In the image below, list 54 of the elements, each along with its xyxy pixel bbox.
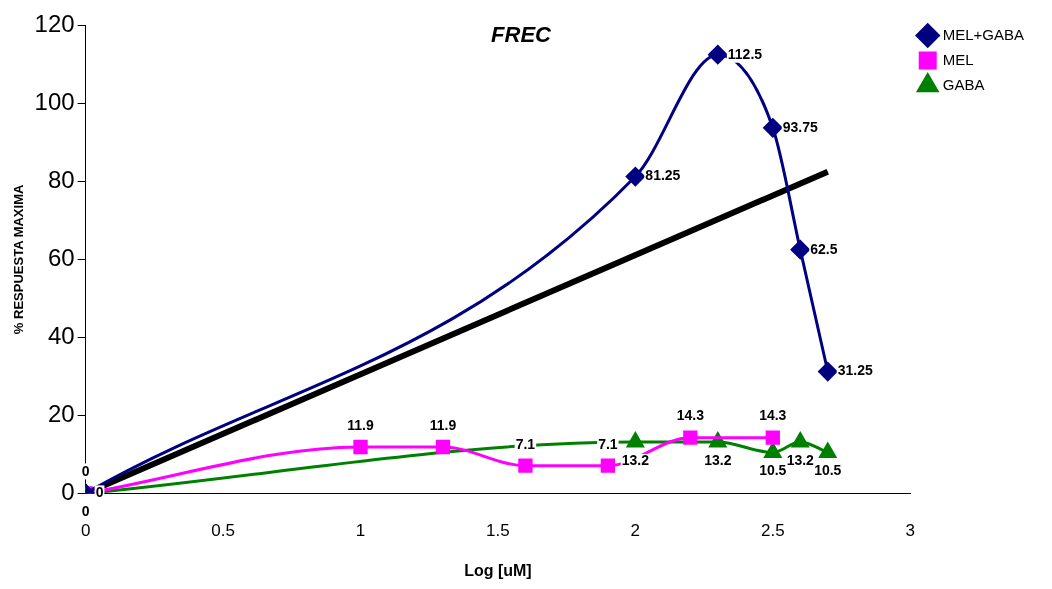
data-label: 10.5 [759,462,787,479]
data-label: 0 [95,484,104,501]
point [708,45,728,65]
point [818,362,838,382]
point [763,118,783,138]
x-tick-label: 2 [630,521,641,541]
data-label: 93.75 [782,118,819,135]
chart-title: FREC [491,22,553,48]
data-label: 0 [81,503,90,520]
data-label: 13.2 [704,451,732,468]
y-tick-label: 80 [47,166,75,194]
point [626,432,644,448]
legend-label: GABA [942,75,985,93]
data-label: 81.25 [645,167,681,184]
point [764,442,782,458]
data-label: 13.2 [621,451,650,468]
point [353,439,368,455]
point [765,430,780,445]
x-tick-label: 0 [80,521,91,541]
x-tick-label: 1 [355,521,366,541]
y-tick-label: 40 [47,322,75,350]
point [435,439,451,455]
point [518,458,533,473]
legend-label: MEL [942,50,974,68]
x-tick-label: 0.5 [211,521,235,541]
data-label: 31.25 [837,362,874,379]
point [791,432,809,448]
data-label: 7.1 [598,435,618,452]
point [819,442,837,458]
x-axis-title: Log [uM] [464,561,532,579]
y-tick-label: 100 [34,88,75,116]
y-tick-label: 120 [34,10,75,38]
data-label: 13.2 [786,451,815,468]
y-tick-label: 20 [47,400,75,428]
x-tick-label: 1.5 [486,521,510,541]
point [683,430,698,445]
legend-label: MEL+GABA [942,25,1025,43]
data-label: 14.3 [676,407,705,424]
x-tick-label: 2.5 [760,521,785,541]
data-label: 7.1 [515,435,536,452]
point [625,167,645,187]
x-tick-label: 3 [905,521,915,541]
point [790,240,810,260]
y-axis-title: % RESPUESTA MAXIMA [11,184,27,335]
data-label: 11.9 [429,416,457,433]
data-label: 11.9 [347,416,374,433]
point [600,458,616,473]
y-tick-label: 0 [61,478,75,506]
data-label: 14.3 [759,407,787,424]
data-label: 0 [81,463,90,480]
data-label: 112.5 [727,45,763,62]
data-label: 62.5 [810,240,838,257]
data-label: 10.5 [814,462,842,479]
y-tick-label: 60 [47,244,75,272]
